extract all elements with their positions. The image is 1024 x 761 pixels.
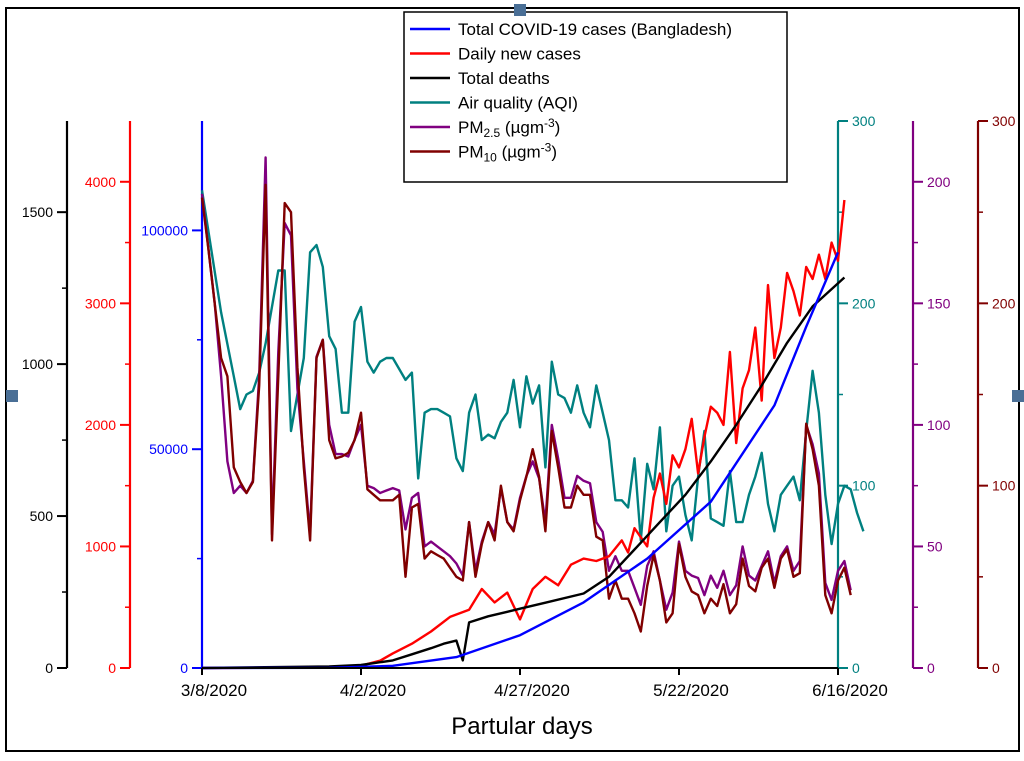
series-line-deaths (201, 276, 846, 670)
legend-label-pm10: PM10 (µgm-3) (458, 141, 557, 165)
y-tick-label-deaths: 0 (45, 660, 53, 676)
y-axis-daily: 0 1000 2000 3000 4000 (85, 121, 132, 676)
x-tick-label: 5/22/2020 (653, 681, 729, 700)
x-tick-label: 4/27/2020 (494, 681, 570, 700)
y-axis-deaths: 0 500 1000 1500 (22, 121, 69, 676)
y-axis-total: 0 50000 100000 (141, 121, 204, 676)
legend-label-daily: Daily new cases (458, 45, 581, 64)
legend-label-deaths: Total deaths (458, 69, 550, 88)
y-tick-label-deaths: 1000 (22, 356, 53, 372)
y-axis-pm10: 0 100 200 300 (976, 113, 1016, 676)
y-tick-label-pm25: 50 (927, 538, 943, 554)
y-tick-label-pm25: 100 (927, 417, 951, 433)
y-tick-label-aqi: 100 (852, 478, 876, 494)
y-tick-label-daily: 4000 (85, 174, 116, 190)
legend-label-aqi: Air quality (AQI) (458, 94, 578, 113)
x-tick-label: 6/16/2020 (812, 681, 888, 700)
resize-handle-top[interactable] (514, 4, 526, 16)
y-tick-label-pm10: 0 (992, 660, 1000, 676)
y-tick-label-pm10: 300 (992, 113, 1016, 129)
y-tick-label-deaths: 1500 (22, 204, 53, 220)
legend: Total COVID-19 cases (Bangladesh) Daily n… (403, 11, 788, 183)
x-tick-label: 4/2/2020 (340, 681, 406, 700)
series-line-aqi (200, 190, 865, 546)
y-tick-label-pm25: 150 (927, 295, 951, 311)
y-tick-label-daily: 2000 (85, 417, 116, 433)
axes-layer: 0500100015000100020003000400005000010000… (22, 113, 1016, 676)
y-tick-label-daily: 3000 (85, 295, 116, 311)
series-line-daily (201, 199, 846, 670)
plot-border (5, 7, 1020, 752)
y-tick-label-aqi: 300 (852, 113, 876, 129)
y-tick-label-pm10: 200 (992, 295, 1016, 311)
y-tick-label-aqi: 200 (852, 295, 876, 311)
y-tick-label-deaths: 500 (30, 508, 54, 524)
y-tick-label-pm25: 0 (927, 660, 935, 676)
y-tick-label-pm10: 100 (992, 478, 1016, 494)
y-tick-label-aqi: 0 (852, 660, 860, 676)
x-tick-label: 3/8/2020 (181, 681, 247, 700)
series-line-total (201, 251, 840, 670)
x-axis-title: Partular days (451, 713, 592, 740)
y-tick-label-daily: 1000 (85, 538, 116, 554)
y-axis-aqi: 0 100 200 300 (836, 113, 876, 676)
legend-label-total: Total COVID-19 cases (Bangladesh) (458, 20, 732, 39)
series-line-pm10 (200, 183, 852, 633)
x-axis: Partular days 3/8/2020 4/2/2020 4/27/2020 5… (181, 667, 888, 740)
series-layer (200, 156, 865, 670)
y-tick-label-total: 100000 (141, 222, 188, 238)
y-tick-label-total: 0 (180, 660, 188, 676)
y-tick-label-total: 50000 (149, 441, 188, 457)
y-tick-label-daily: 0 (108, 660, 116, 676)
y-axis-pm25: 0 50 100 150 200 (911, 121, 951, 676)
legend-box (403, 11, 788, 183)
y-tick-label-pm25: 200 (927, 174, 951, 190)
resize-handle-right[interactable] (1012, 390, 1024, 402)
resize-handle-left[interactable] (6, 390, 18, 402)
legend-label-pm25: PM2.5 (µgm-3) (458, 116, 560, 140)
